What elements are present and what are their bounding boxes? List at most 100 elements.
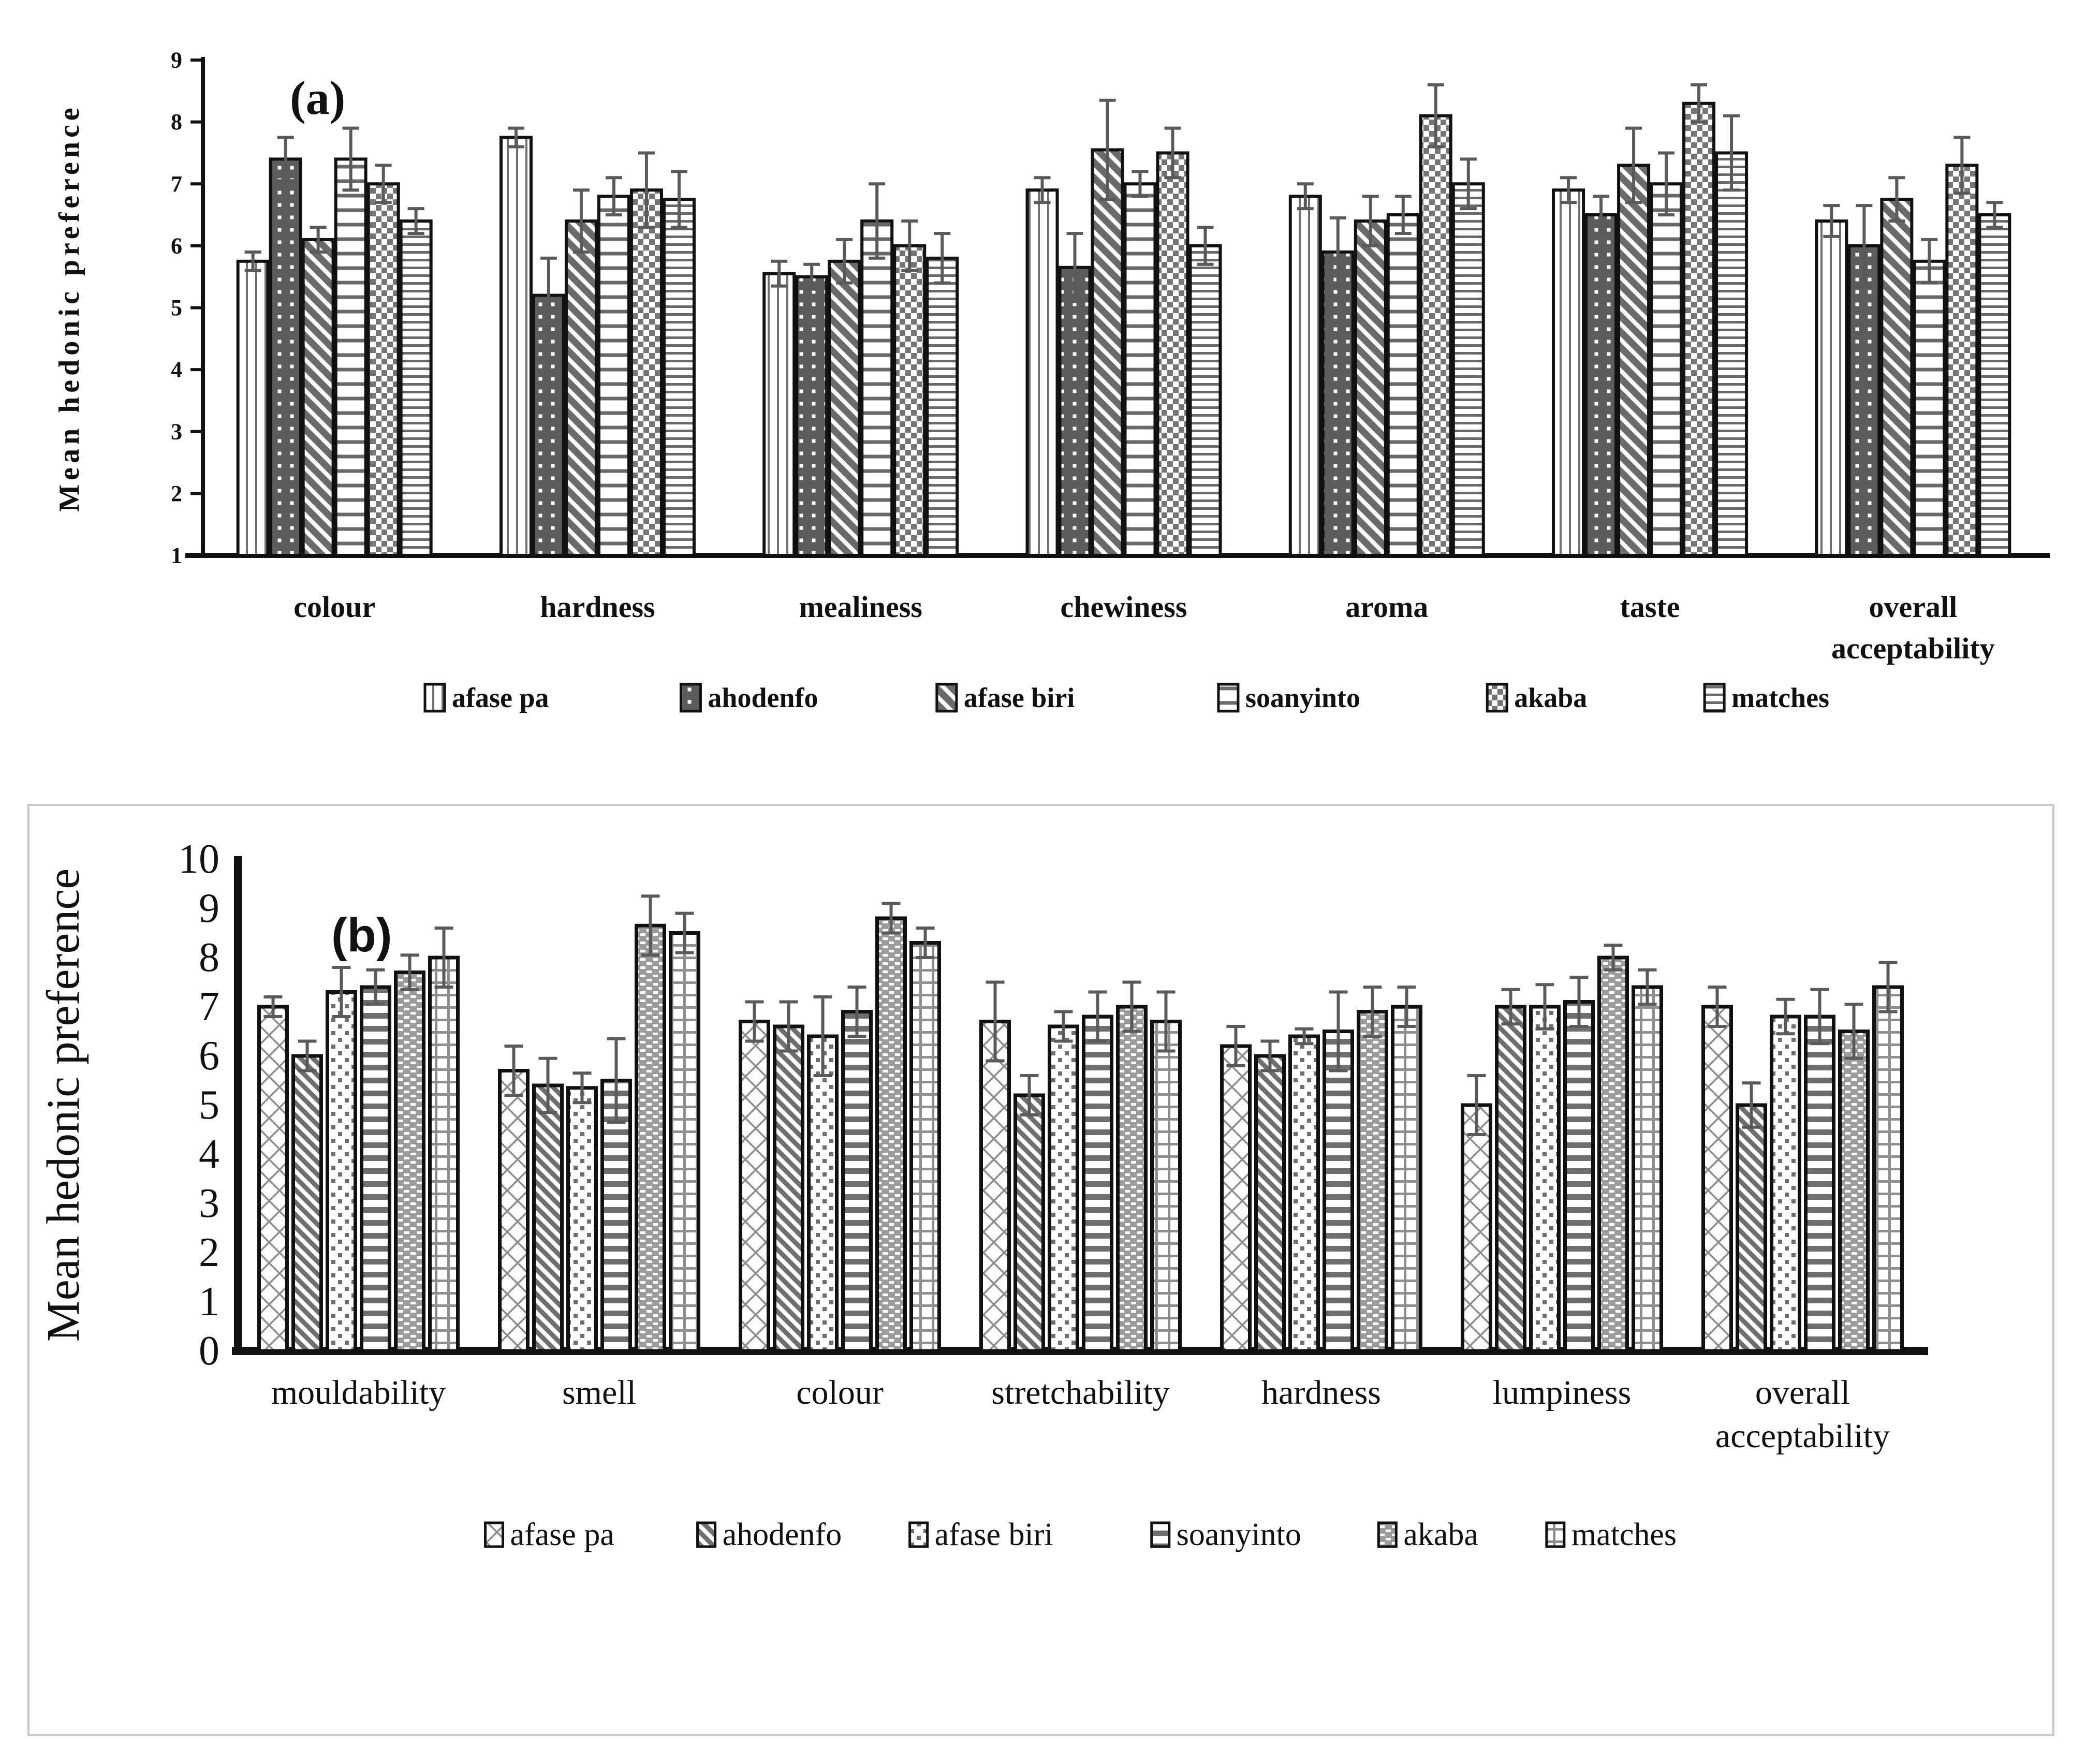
- bar-afase-pa-taste: [1552, 188, 1585, 557]
- legend: afase pa ahodenfo afase biri soanyinto akaba…: [484, 1517, 1677, 1552]
- bar-soanyinto-stretchability: [1082, 1015, 1113, 1353]
- legend-swatch: [696, 1521, 717, 1548]
- bar-matches-overall-acceptability: [1872, 985, 1904, 1353]
- legend-swatch: [1703, 683, 1726, 713]
- legend-label: matches: [1571, 1517, 1677, 1552]
- category-label: overall: [1869, 590, 1957, 624]
- bar-afase-biri-mouldability: [326, 990, 357, 1353]
- bar-afase-biri-hardness: [564, 219, 598, 557]
- bar-soanyinto-overall-acceptability: [1913, 259, 1946, 557]
- legend-swatch: [423, 683, 446, 713]
- bar-soanyinto-taste: [1650, 182, 1683, 557]
- legend-swatch: [1545, 1521, 1566, 1548]
- category-label: acceptability: [1831, 631, 1995, 665]
- legend-label: soanyinto: [1177, 1517, 1301, 1552]
- y-tick-label: 1: [171, 543, 182, 568]
- bar-akaba-taste: [1682, 101, 1716, 557]
- bar-matches-overall-acceptability: [1978, 213, 2011, 557]
- category-label: aroma: [1345, 590, 1428, 624]
- bar-ahodenfo-overall-acceptability: [1847, 244, 1881, 557]
- bar-matches-colour: [909, 941, 941, 1353]
- bar-matches-smell: [669, 931, 700, 1353]
- legend-label: afase pa: [510, 1517, 614, 1552]
- bar-afase-pa-lumpiness: [1461, 1103, 1492, 1353]
- legend-label: soanyinto: [1245, 682, 1360, 713]
- bar-akaba-lumpiness: [1597, 956, 1629, 1353]
- bar-chart-panel-a: 1 2 3 4 5 6 7 8 9 colour hardness mealiness chewines…: [53, 48, 2050, 713]
- category-label: acceptability: [1715, 1417, 1890, 1455]
- category-label: colour: [293, 590, 375, 624]
- legend-item-afase-biri: afase biri: [908, 1517, 1053, 1552]
- bar-akaba-smell: [635, 923, 666, 1353]
- legend-item-akaba: akaba: [1486, 682, 1587, 713]
- bar-ahodenfo-mouldability: [291, 1054, 323, 1353]
- legend-label: ahodenfo: [708, 682, 818, 713]
- bar-afase-biri-colour: [807, 1034, 839, 1353]
- bar-soanyinto-aroma: [1386, 213, 1420, 557]
- y-tick-label: 3: [199, 1181, 219, 1226]
- legend-swatch: [935, 683, 958, 713]
- legend-swatch: [1377, 1521, 1398, 1548]
- panel-letter: (b): [331, 909, 392, 962]
- legend-item-ahodenfo: ahodenfo: [679, 682, 818, 713]
- bar-afase-pa-aroma: [1288, 195, 1322, 557]
- bar-ahodenfo-lumpiness: [1495, 1005, 1526, 1353]
- bar-afase-biri-lumpiness: [1529, 1005, 1561, 1353]
- legend-label: afase biri: [964, 682, 1075, 713]
- bar-afase-biri-taste: [1617, 164, 1651, 557]
- y-tick-label: 4: [171, 357, 182, 383]
- legend-swatch: [1150, 1521, 1171, 1548]
- bar-akaba-overall-acceptability: [1945, 164, 1979, 557]
- category-label: smell: [562, 1374, 636, 1412]
- bar-soanyinto-colour: [334, 157, 368, 557]
- bar-soanyinto-mealiness: [860, 219, 894, 557]
- y-tick-label: 8: [171, 109, 182, 135]
- y-tick-label: 4: [199, 1131, 219, 1177]
- bar-akaba-overall-acceptability: [1838, 1030, 1870, 1353]
- y-tick-label: 2: [171, 481, 182, 506]
- bar-soanyinto-hardness: [597, 195, 630, 557]
- bar-soanyinto-lumpiness: [1563, 1000, 1595, 1353]
- y-tick-label: 6: [199, 1033, 219, 1079]
- legend-label: ahodenfo: [723, 1517, 842, 1552]
- y-tick-label: 6: [171, 233, 182, 258]
- legend-item-afase-pa: afase pa: [484, 1517, 614, 1552]
- legend-item-akaba: akaba: [1377, 1517, 1478, 1552]
- bar-ahodenfo-mealiness: [795, 275, 829, 557]
- bar-ahodenfo-stretchability: [1013, 1093, 1045, 1353]
- y-tick-label: 0: [199, 1328, 219, 1374]
- y-tick-label: 9: [171, 48, 182, 73]
- y-tick-label: 5: [171, 295, 182, 320]
- legend-item-ahodenfo: ahodenfo: [696, 1517, 842, 1552]
- panel-b-frame: [27, 804, 2054, 1736]
- bar-afase-biri-overall-acceptability: [1880, 198, 1914, 557]
- bar-matches-hardness: [1391, 1005, 1422, 1353]
- bar-ahodenfo-aroma: [1321, 250, 1355, 557]
- legend-item-soanyinto: soanyinto: [1217, 682, 1360, 713]
- bar-matches-hardness: [662, 198, 696, 557]
- legend-swatch: [484, 1521, 504, 1548]
- bar-afase-pa-mealiness: [762, 272, 796, 557]
- y-tick-label: 7: [171, 171, 182, 197]
- bar-afase-pa-hardness: [499, 136, 533, 557]
- category-label: mouldability: [271, 1374, 446, 1412]
- legend-swatch: [908, 1521, 929, 1548]
- bar-ahodenfo-chewiness: [1058, 266, 1092, 557]
- bar-afase-biri-hardness: [1288, 1034, 1320, 1353]
- y-axis-title: Mean hedonic preference: [38, 869, 89, 1342]
- y-axis-title: Mean hedonic preference: [53, 104, 85, 511]
- bar-afase-pa-mouldability: [257, 1005, 289, 1353]
- bar-ahodenfo-colour: [773, 1024, 804, 1353]
- bar-soanyinto-chewiness: [1123, 182, 1157, 557]
- bar-akaba-aroma: [1419, 114, 1452, 557]
- bar-soanyinto-overall-acceptability: [1804, 1015, 1835, 1353]
- y-tick-label: 9: [199, 886, 219, 931]
- legend-label: afase pa: [452, 682, 549, 713]
- y-tick-label: 5: [199, 1082, 219, 1128]
- bar-afase-biri-stretchability: [1048, 1024, 1079, 1353]
- bar-matches-mealiness: [926, 256, 959, 557]
- panel-letter: (a): [290, 71, 345, 124]
- bar-matches-lumpiness: [1632, 985, 1663, 1353]
- y-tick-label: 7: [199, 984, 219, 1030]
- y-tick-label: 2: [199, 1230, 219, 1275]
